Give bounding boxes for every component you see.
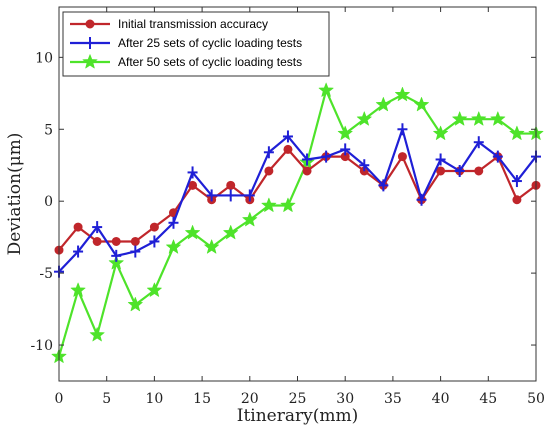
series-2-point-20 <box>433 125 449 140</box>
series-2-point-11 <box>261 197 277 212</box>
x-tick-label-0: 0 <box>55 391 64 407</box>
series-2-point-16 <box>356 111 372 126</box>
legend-label-1: After 25 sets of cyclic loading tests <box>118 36 302 50</box>
y-tick-label-2: 0 <box>44 194 53 210</box>
series-2-point-10 <box>242 212 258 227</box>
series-0-point-20 <box>436 166 446 176</box>
series-0-point-5 <box>149 222 159 232</box>
series-2-point-17 <box>375 97 391 112</box>
x-axis: 0 5 10 15 20 25 30 35 40 45 50 <box>55 7 545 407</box>
series-1-point-13 <box>302 153 313 166</box>
series-0-point-9 <box>226 180 236 190</box>
x-tick-label-10: 50 <box>527 391 545 407</box>
y-tick-label-3: 5 <box>44 122 53 138</box>
series-0 <box>54 144 541 255</box>
x-axis-title: Itinerary(mm) <box>237 406 359 426</box>
legend-swatch-marker-1 <box>85 37 95 49</box>
series-0-point-13 <box>302 166 312 176</box>
series-1-point-20 <box>435 153 446 166</box>
series-2-point-9 <box>223 225 239 240</box>
series-2-point-23 <box>490 111 506 126</box>
series-0-point-4 <box>130 236 140 246</box>
y-tick-label-0: -10 <box>30 338 53 354</box>
x-tick-label-7: 35 <box>384 391 402 407</box>
series-2 <box>51 82 544 363</box>
series-2-point-12 <box>280 197 296 212</box>
series-1-point-5 <box>149 235 160 248</box>
series-2-point-3 <box>108 255 124 270</box>
series-line-1 <box>58 128 537 273</box>
y-axis-title: Deviation(μm) <box>5 133 25 256</box>
series-2-point-1 <box>70 282 86 297</box>
series-1-point-8 <box>206 189 217 202</box>
series-0-point-2 <box>92 236 102 246</box>
series-1-point-6 <box>168 216 179 229</box>
series-2-point-24 <box>509 125 525 140</box>
series-1 <box>54 123 541 278</box>
x-tick-label-9: 45 <box>479 391 497 407</box>
series-1-point-3 <box>111 249 122 262</box>
series-1-point-7 <box>187 166 198 179</box>
series-2-point-21 <box>452 111 468 126</box>
series-1-point-2 <box>92 221 103 234</box>
series-0-point-22 <box>474 166 484 176</box>
series-2-point-19 <box>414 97 429 112</box>
series-2-point-6 <box>166 239 181 254</box>
series-1-point-18 <box>397 123 408 136</box>
series-2-point-5 <box>146 282 162 297</box>
series-layer <box>51 82 544 363</box>
y-axis: -10 -5 0 5 10 <box>30 50 536 354</box>
x-tick-label-4: 20 <box>241 391 259 407</box>
y-tick-label-1: -5 <box>39 266 53 282</box>
series-0-point-24 <box>512 195 522 205</box>
series-1-point-17 <box>378 179 389 192</box>
legend: Initial transmission accuracy After 25 se… <box>62 11 330 77</box>
x-tick-label-2: 10 <box>145 391 163 407</box>
x-tick-label-5: 25 <box>289 391 307 407</box>
series-1-point-19 <box>416 193 427 206</box>
series-0-point-12 <box>283 144 293 154</box>
series-1-point-4 <box>130 245 141 258</box>
series-2-point-22 <box>471 111 487 126</box>
series-1-point-22 <box>473 136 484 149</box>
series-2-point-8 <box>204 239 220 254</box>
series-1-point-16 <box>359 159 370 172</box>
x-tick-label-3: 15 <box>193 391 211 407</box>
x-tick-label-6: 30 <box>336 391 354 407</box>
series-1-point-23 <box>492 150 503 163</box>
series-0-point-11 <box>264 166 274 176</box>
series-1-point-14 <box>321 150 332 163</box>
series-2-point-18 <box>395 86 410 102</box>
series-2-point-4 <box>127 296 143 312</box>
legend-swatch-marker-0 <box>85 19 95 29</box>
series-2-point-7 <box>185 225 200 240</box>
series-1-point-21 <box>454 164 465 177</box>
series-2-point-14 <box>318 82 334 97</box>
legend-swatch-marker-2 <box>82 54 98 69</box>
series-1-point-15 <box>340 143 351 156</box>
series-1-point-10 <box>244 189 255 202</box>
series-1-point-24 <box>511 175 522 188</box>
x-tick-label-8: 40 <box>432 391 450 407</box>
series-0-point-3 <box>111 236 121 246</box>
series-1-point-12 <box>282 130 293 143</box>
y-tick-label-4: 10 <box>35 50 53 66</box>
series-0-point-18 <box>397 152 407 162</box>
series-1-point-11 <box>263 146 274 159</box>
legend-label-0: Initial transmission accuracy <box>118 17 268 31</box>
series-2-point-2 <box>89 327 105 342</box>
series-1-point-1 <box>73 245 84 258</box>
legend-label-2: After 50 sets of cyclic loading tests <box>118 55 302 69</box>
series-1-point-9 <box>225 189 236 202</box>
series-2-point-15 <box>337 125 353 140</box>
series-0-point-1 <box>73 222 83 232</box>
series-line-2 <box>57 89 536 357</box>
x-tick-label-1: 5 <box>102 391 111 407</box>
